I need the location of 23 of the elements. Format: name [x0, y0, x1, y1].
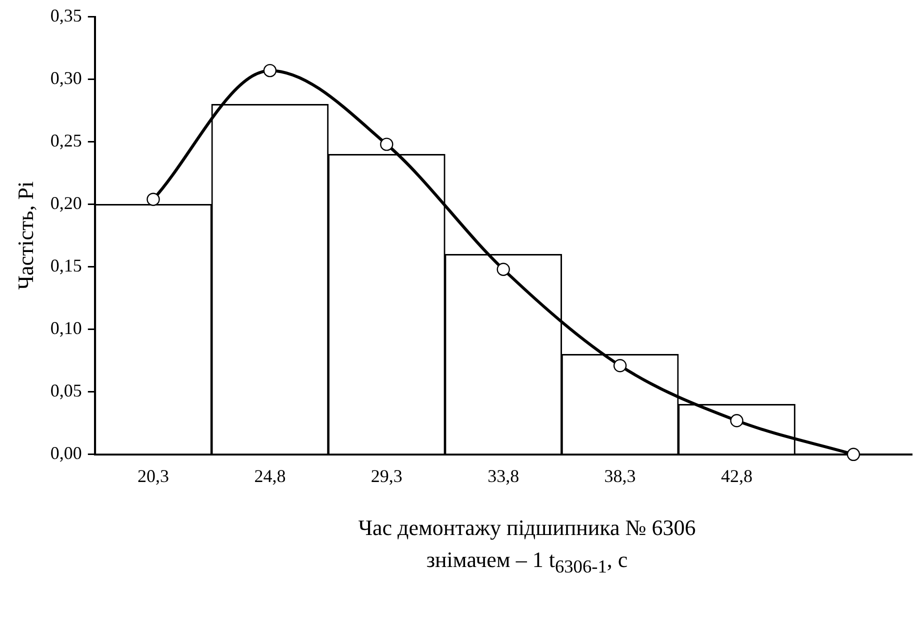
point [263, 64, 277, 78]
point [846, 448, 860, 461]
y-tick-label: 0,35 [50, 6, 82, 26]
x-tick-label: 24,8 [254, 466, 286, 486]
x-tick-label: 38,3 [604, 466, 636, 486]
point [730, 414, 744, 428]
y-tick-label: 0,15 [50, 256, 82, 276]
point [380, 138, 394, 151]
x-tick-label: 29,3 [370, 466, 402, 486]
y-axis-title: Частість, Pi [12, 181, 38, 290]
x-tick-label: 42,8 [721, 466, 752, 486]
x-axis-title: Час демонтажу підшипника № 6306 знімачем – 1 t$_{6306-1}$, с [357, 514, 697, 578]
y-tick-label: 0,10 [50, 318, 82, 338]
point [146, 192, 160, 206]
y-tick-label: 0,20 [50, 193, 82, 214]
y-tick-label: 0,25 [50, 130, 82, 151]
y-tick-label: 0,30 [50, 68, 82, 88]
point [496, 262, 510, 276]
x-tick-label: 20,3 [138, 466, 169, 486]
y-tick-label: 0,00 [50, 443, 82, 464]
y-tick-label: 0,05 [50, 380, 82, 401]
point [613, 359, 627, 372]
x-tick-label: 33,8 [488, 466, 520, 486]
